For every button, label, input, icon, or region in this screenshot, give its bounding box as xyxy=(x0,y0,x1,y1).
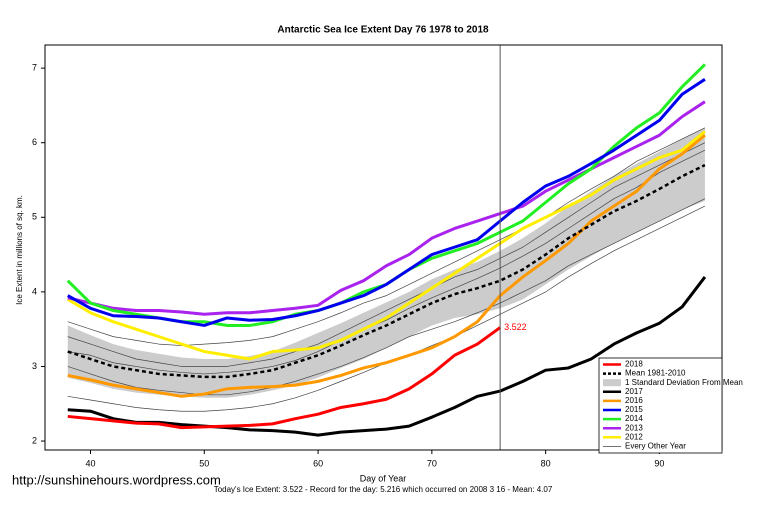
legend-label: 2014 xyxy=(625,414,643,423)
legend-label: 2013 xyxy=(625,423,643,432)
y-tick-label: 6 xyxy=(32,137,37,147)
x-tick-label: 90 xyxy=(654,458,664,468)
legend-label: 2017 xyxy=(625,387,643,396)
series-line xyxy=(67,326,502,430)
x-axis-label: Day of Year xyxy=(360,473,407,483)
series-line xyxy=(67,134,706,398)
series-line xyxy=(67,78,706,327)
y-tick-label: 3 xyxy=(32,361,37,371)
other-year-line xyxy=(67,142,706,367)
other-year-line xyxy=(67,149,706,375)
legend-label: Mean 1981-2010 xyxy=(625,369,686,378)
legend-label: 2015 xyxy=(625,405,643,414)
std-band xyxy=(67,127,705,398)
legend-label: 2018 xyxy=(625,360,643,369)
x-tick-label: 70 xyxy=(427,458,437,468)
chart-title: Antarctic Sea Ice Extent Day 76 1978 to … xyxy=(277,25,489,36)
x-tick-label: 80 xyxy=(541,458,551,468)
series-line xyxy=(67,276,707,437)
x-tick-label: 60 xyxy=(313,458,323,468)
y-tick-label: 2 xyxy=(32,435,37,445)
value-label: 3.522 xyxy=(504,322,527,332)
y-axis-label: Ice Extent in millions of sq. km. xyxy=(15,195,24,305)
plot-frame xyxy=(44,44,723,451)
x-tick-label: 50 xyxy=(199,458,209,468)
y-tick-label: 5 xyxy=(32,212,37,222)
footer: Today's Ice Extent: 3.522 - Record for t… xyxy=(214,485,553,494)
legend-label: 2016 xyxy=(625,396,643,405)
series-line xyxy=(66,130,706,361)
x-tick-label: 40 xyxy=(86,458,96,468)
other-year-line xyxy=(67,198,706,396)
legend-swatch xyxy=(603,379,621,387)
watermark: http://sunshinehours.wordpress.com xyxy=(12,472,221,487)
legend-label: 1 Standard Deviation From Mean xyxy=(625,378,743,387)
y-tick-label: 7 xyxy=(32,62,37,72)
series-line xyxy=(67,163,706,379)
other-year-line xyxy=(67,127,706,346)
series-line xyxy=(67,100,706,316)
legend-label: Every Other Year xyxy=(625,442,686,451)
legend-label: 2012 xyxy=(625,432,643,441)
y-tick-label: 4 xyxy=(32,286,37,296)
